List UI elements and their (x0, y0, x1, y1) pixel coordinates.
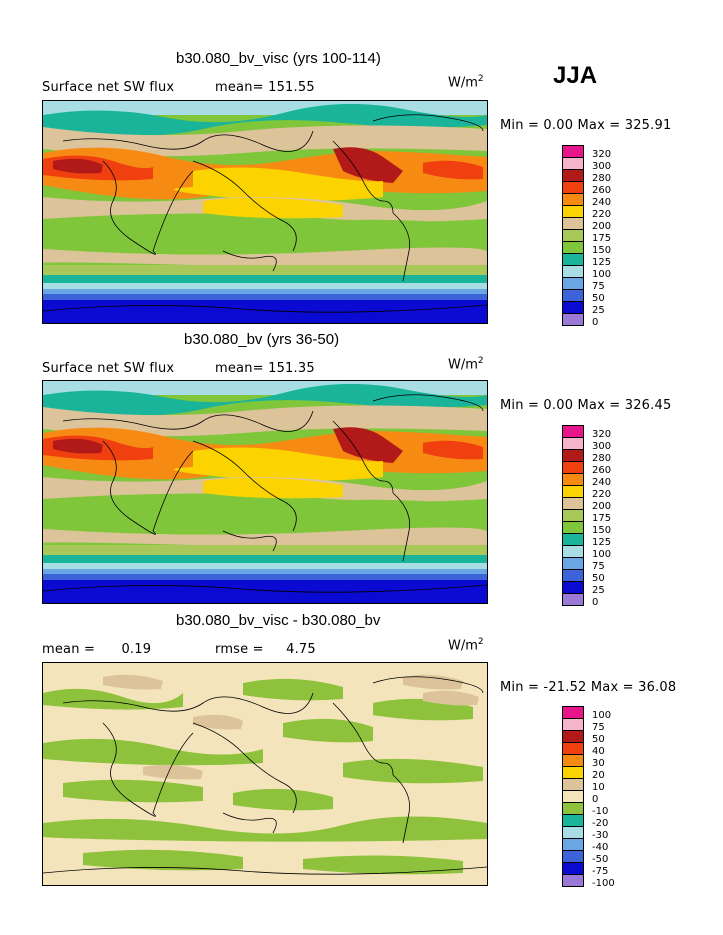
colorbar-tick-label: 175 (592, 513, 612, 524)
panel-2-map (42, 380, 488, 604)
panel-3-mean: mean = 0.19 (42, 642, 151, 657)
panel-2-colorbar (562, 425, 584, 606)
colorbar-tick-label: -40 (592, 842, 609, 853)
colorbar-tick-label: 150 (592, 245, 612, 256)
colorbar-tick-label: 125 (592, 257, 612, 268)
colorbar-tick-label: 220 (592, 489, 612, 500)
panel-1-minmax: Min = 0.00 Max = 325.91 (500, 118, 672, 133)
panel-1-units: W/m2 (448, 74, 484, 91)
panel-1-mean-label: mean= (215, 80, 264, 95)
colorbar-tick-label: -20 (592, 818, 609, 829)
colorbar-tick-label: 25 (592, 305, 605, 316)
colorbar-tick-label: 50 (592, 734, 605, 745)
colorbar-tick-label: 300 (592, 441, 612, 452)
panel-3-rmse-value: 4.75 (286, 642, 316, 657)
colorbar-tick-label: 0 (592, 317, 599, 328)
colorbar-tick-label: 50 (592, 573, 605, 584)
panel-1-mean-value: 151.55 (268, 80, 315, 95)
colorbar-tick-label: -10 (592, 806, 609, 817)
panel-3-colorbar (562, 706, 584, 887)
colorbar-tick-label: 0 (592, 597, 599, 608)
colorbar-tick-label: 280 (592, 453, 612, 464)
season-label: JJA (553, 62, 598, 89)
colorbar-tick-label: 320 (592, 149, 612, 160)
panel-2-minmax: Min = 0.00 Max = 326.45 (500, 398, 672, 413)
colorbar-tick-label: 0 (592, 794, 599, 805)
panel-3-rmse-label: rmse = (215, 642, 264, 657)
colorbar-tick-label: 300 (592, 161, 612, 172)
colorbar-tick-label: 100 (592, 269, 612, 280)
panel-2-variable-label: Surface net SW flux (42, 361, 175, 376)
colorbar-tick-label: 200 (592, 221, 612, 232)
panel-3-title: b30.080_bv_visc - b30.080_bv (176, 612, 381, 629)
colorbar-cell (562, 874, 584, 887)
colorbar-tick-label: 240 (592, 197, 612, 208)
colorbar-tick-label: 75 (592, 281, 605, 292)
colorbar-cell (562, 593, 584, 606)
colorbar-cell (562, 313, 584, 326)
panel-3-map (42, 662, 488, 886)
panel-2-mean-label: mean= (215, 361, 264, 376)
colorbar-tick-label: 75 (592, 722, 605, 733)
colorbar-tick-label: -30 (592, 830, 609, 841)
panel-1-colorbar (562, 145, 584, 326)
colorbar-tick-label: 240 (592, 477, 612, 488)
panel-1-variable-label: Surface net SW flux (42, 80, 175, 95)
colorbar-tick-label: 75 (592, 561, 605, 572)
panel-3-minmax: Min = -21.52 Max = 36.08 (500, 680, 677, 695)
colorbar-tick-label: 260 (592, 185, 612, 196)
colorbar-tick-label: 50 (592, 293, 605, 304)
colorbar-tick-label: 10 (592, 782, 605, 793)
panel-2-mean: mean= 151.35 (215, 361, 315, 376)
panel-2-title: b30.080_bv (yrs 36-50) (184, 331, 340, 348)
panel-1-mean: mean= 151.55 (215, 80, 315, 95)
panel-3-units: W/m2 (448, 637, 484, 654)
panel-2-mean-value: 151.35 (268, 361, 315, 376)
colorbar-tick-label: 25 (592, 585, 605, 596)
colorbar-tick-label: 280 (592, 173, 612, 184)
colorbar-tick-label: 30 (592, 758, 605, 769)
colorbar-tick-label: -100 (592, 878, 615, 889)
panel-2-units: W/m2 (448, 356, 484, 373)
colorbar-tick-label: 125 (592, 537, 612, 548)
colorbar-tick-label: -75 (592, 866, 609, 877)
panel-1-title: b30.080_bv_visc (yrs 100-114) (176, 50, 381, 67)
panel-3-mean-label: mean = (42, 642, 96, 657)
panel-1-map (42, 100, 488, 324)
colorbar-tick-label: 200 (592, 501, 612, 512)
colorbar-tick-label: 20 (592, 770, 605, 781)
colorbar-tick-label: 40 (592, 746, 605, 757)
colorbar-tick-label: 320 (592, 429, 612, 440)
colorbar-tick-label: 150 (592, 525, 612, 536)
panel-3-mean-value: 0.19 (121, 642, 152, 657)
colorbar-tick-label: 175 (592, 233, 612, 244)
colorbar-tick-label: 100 (592, 710, 612, 721)
colorbar-tick-label: 220 (592, 209, 612, 220)
colorbar-tick-label: -50 (592, 854, 609, 865)
colorbar-tick-label: 260 (592, 465, 612, 476)
colorbar-tick-label: 100 (592, 549, 612, 560)
panel-3-rmse: rmse = 4.75 (215, 642, 316, 657)
